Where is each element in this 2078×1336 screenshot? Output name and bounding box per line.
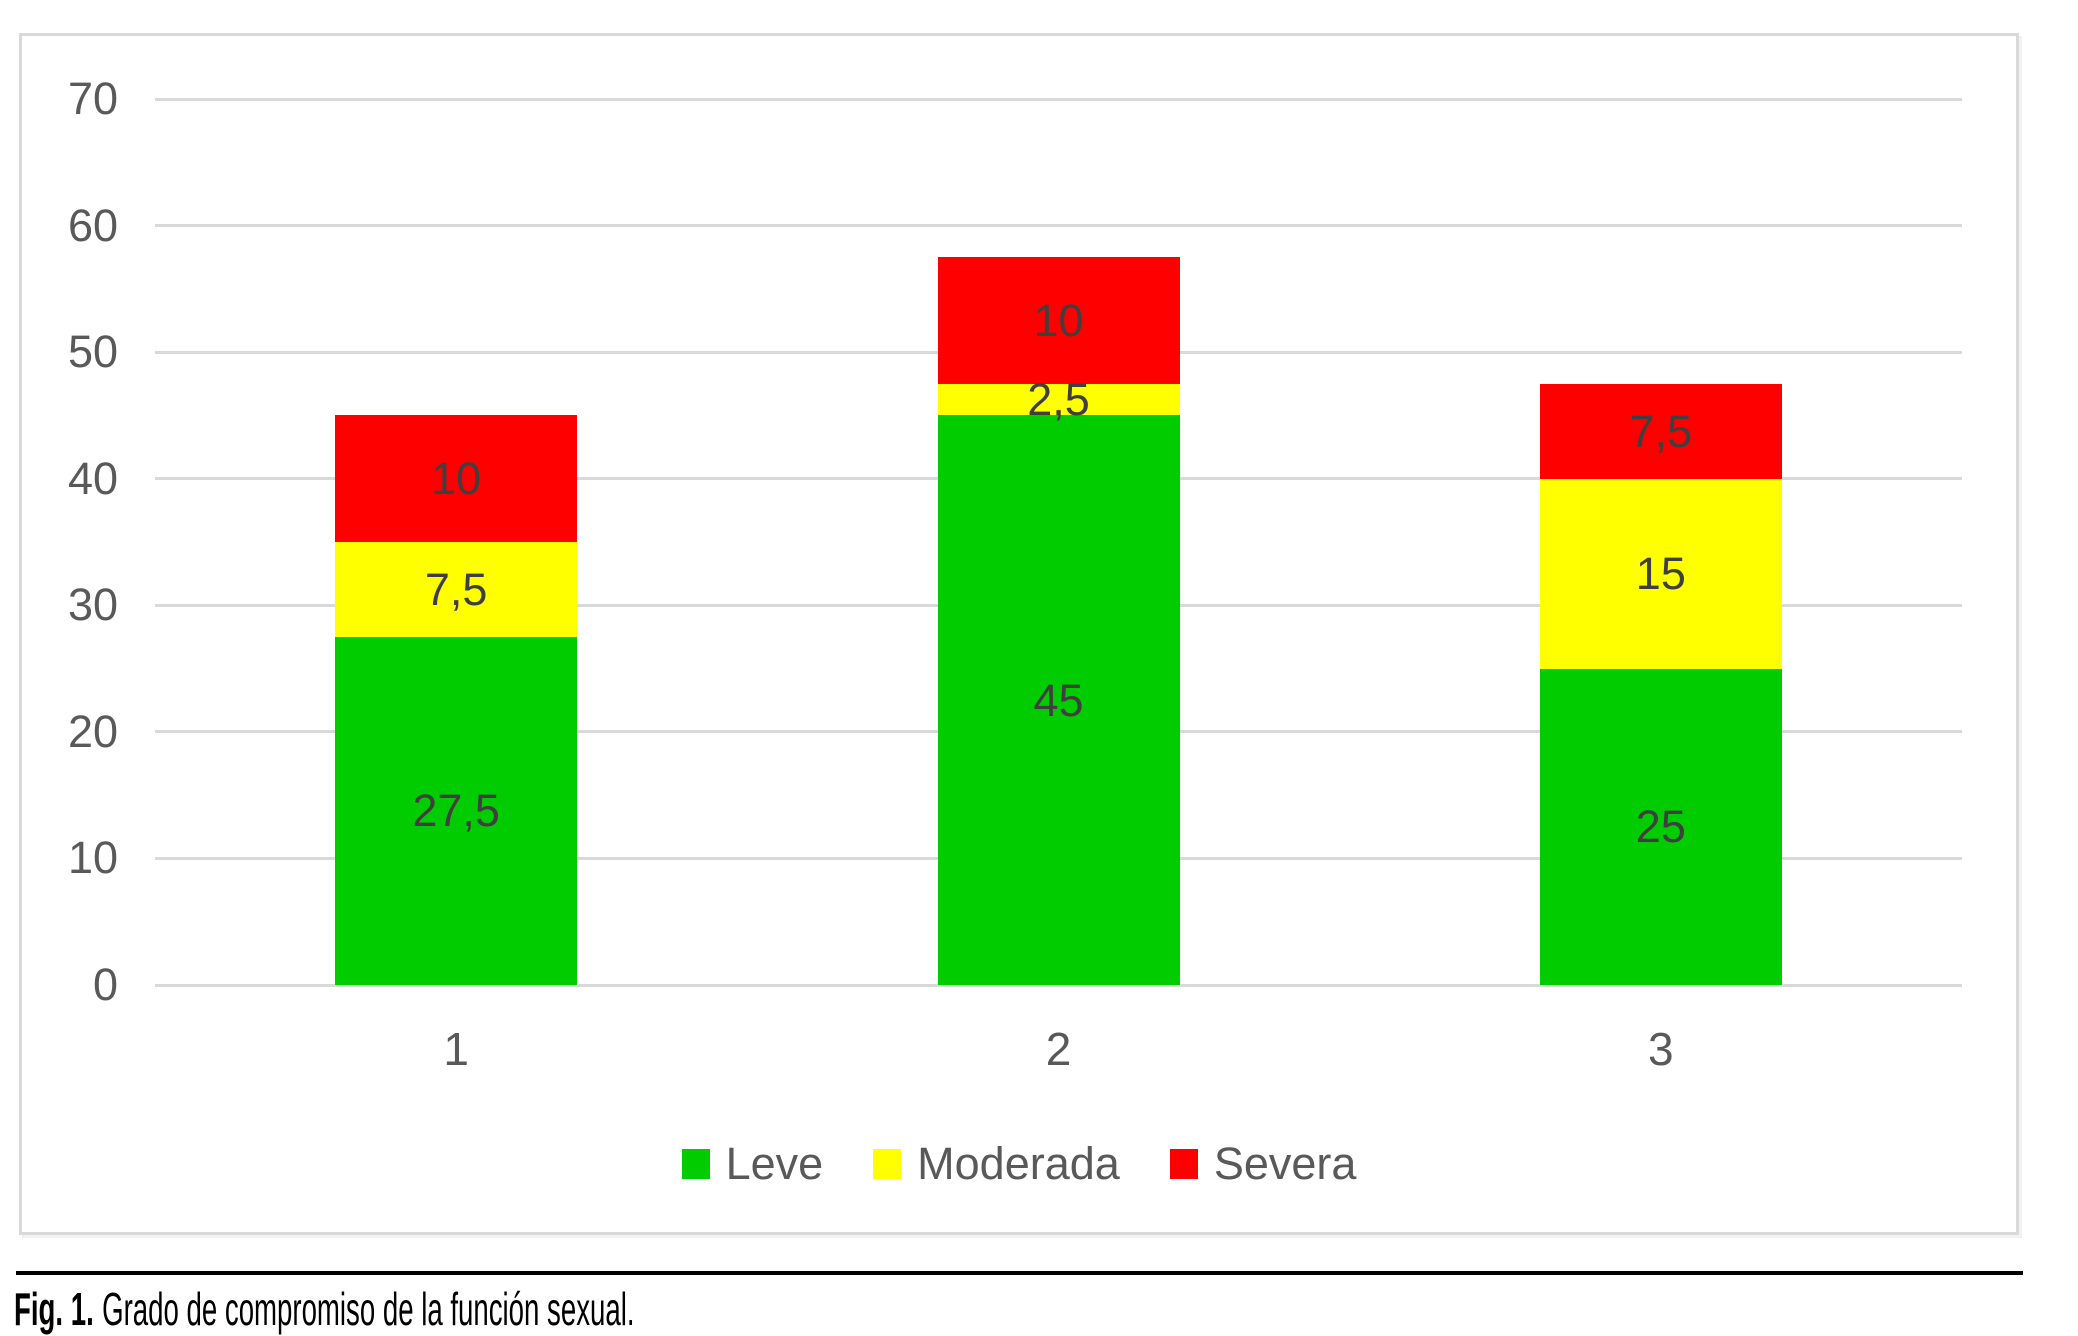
bar-segment-moderada: 2,5 [937,377,1180,422]
gridline [155,97,1962,101]
legend-item-moderada: Moderada [873,1138,1120,1190]
y-tick-label: 50 [67,326,118,378]
bar-group: 10 7,5 27,5 [335,415,578,985]
y-tick-label: 0 [92,959,118,1010]
legend-label: Moderada [917,1138,1120,1189]
plot-area: 10 7,5 27,5 10 2,5 45 7,5 15 25 [155,97,1962,987]
data-label: 25 [1635,801,1686,853]
data-label: 10 [1033,295,1084,346]
bar-segment-severa: 7,5 [1539,383,1782,479]
bar-group: 10 2,5 45 [937,257,1180,985]
bar-segment-leve: 27,5 [335,636,578,985]
legend-marker-moderada [873,1149,902,1179]
figure-caption: Fig. 1. Grado de compromiso de la función… [14,1282,635,1336]
bar-segment-severa: 10 [335,415,578,542]
gridline [155,983,1962,987]
y-tick-label: 10 [67,832,118,884]
x-axis-label: 3 [1648,1023,1674,1075]
data-label: 2,5 [1027,374,1090,426]
caption-text: Grado de compromiso de la función sexual… [102,1283,635,1335]
y-tick-label: 20 [67,705,118,757]
legend: Leve Moderada Severa [22,1138,2016,1190]
x-axis-label: 2 [1045,1023,1072,1075]
chart-area: 0 10 20 30 40 50 60 70 10 7,5 27,5 10 2,5 45 7,5 15 25 … [19,33,2019,1235]
bar-segment-leve: 45 [937,415,1180,985]
legend-item-leve: Leve [681,1138,824,1190]
bar-group: 7,5 15 25 [1539,383,1782,985]
bar-segment-leve: 25 [1539,668,1782,985]
bar-segment-moderada: 7,5 [335,542,578,637]
x-axis-label: 1 [443,1023,469,1075]
legend-label: Leve [725,1138,824,1189]
data-label: 10 [431,453,482,505]
caption-divider [16,1271,2023,1275]
data-label: 7,5 [1629,405,1693,457]
y-axis: 0 10 20 30 40 50 60 70 [22,73,118,1010]
y-tick-label: 70 [67,73,118,124]
bar-segment-moderada: 15 [1539,478,1782,669]
data-label: 27,5 [412,785,500,837]
data-label: 45 [1033,674,1084,726]
bar-segment-severa: 10 [937,257,1180,384]
data-label: 7,5 [424,563,488,615]
y-tick-label: 60 [67,199,118,251]
caption-prefix: Fig. 1. [14,1283,94,1335]
data-label: 15 [1635,548,1686,600]
gridline [155,224,1962,228]
legend-marker-leve [681,1149,710,1179]
legend-label: Severa [1213,1138,1357,1189]
legend-marker-severa [1169,1149,1198,1179]
y-tick-label: 40 [67,452,118,504]
y-tick-label: 30 [67,579,118,631]
legend-item-severa: Severa [1169,1138,1357,1190]
